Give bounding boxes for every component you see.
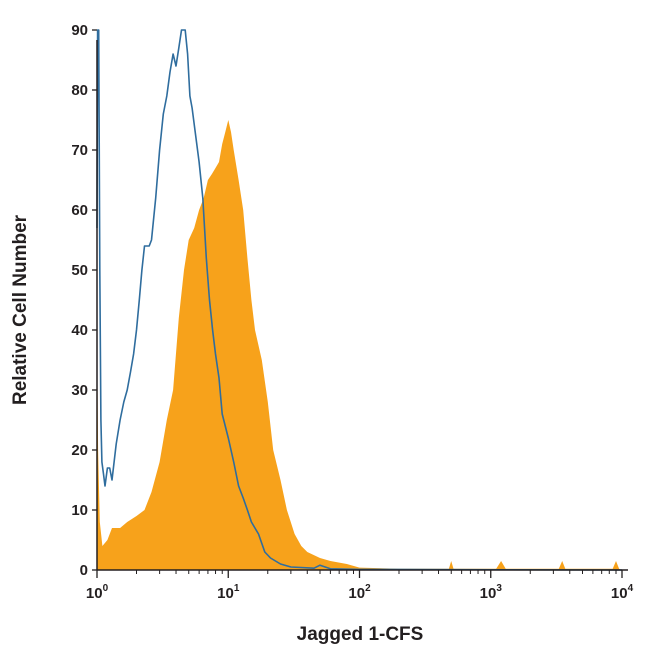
x-axis-label: Jagged 1-CFS (297, 624, 424, 645)
y-axis-label: Relative Cell Number (10, 214, 31, 405)
x-tick-label: 102 (348, 583, 371, 602)
axes (96, 40, 628, 571)
y-tick-label: 50 (71, 262, 88, 279)
x-tick-label: 101 (217, 583, 240, 602)
y-axis-ticks: 0 10 20 30 40 50 60 70 80 90 (71, 22, 97, 579)
y-tick-label: 20 (71, 442, 88, 459)
y-tick-label: 60 (71, 202, 88, 219)
x-axis-ticks: 100 101 102 103 104 (86, 570, 634, 602)
series-outline-histogram (96, 29, 623, 571)
series-filled-histogram (97, 120, 622, 570)
plot-area (96, 29, 623, 571)
y-tick-label: 80 (71, 82, 88, 99)
y-tick-label: 90 (71, 22, 88, 39)
y-tick-label: 70 (71, 142, 88, 159)
y-tick-label: 40 (71, 322, 88, 339)
x-tick-label: 100 (86, 583, 109, 602)
x-tick-label: 104 (611, 583, 634, 602)
x-tick-label: 103 (480, 583, 503, 602)
y-tick-label: 0 (80, 562, 88, 579)
y-tick-label: 10 (71, 502, 88, 519)
y-tick-label: 30 (71, 382, 88, 399)
